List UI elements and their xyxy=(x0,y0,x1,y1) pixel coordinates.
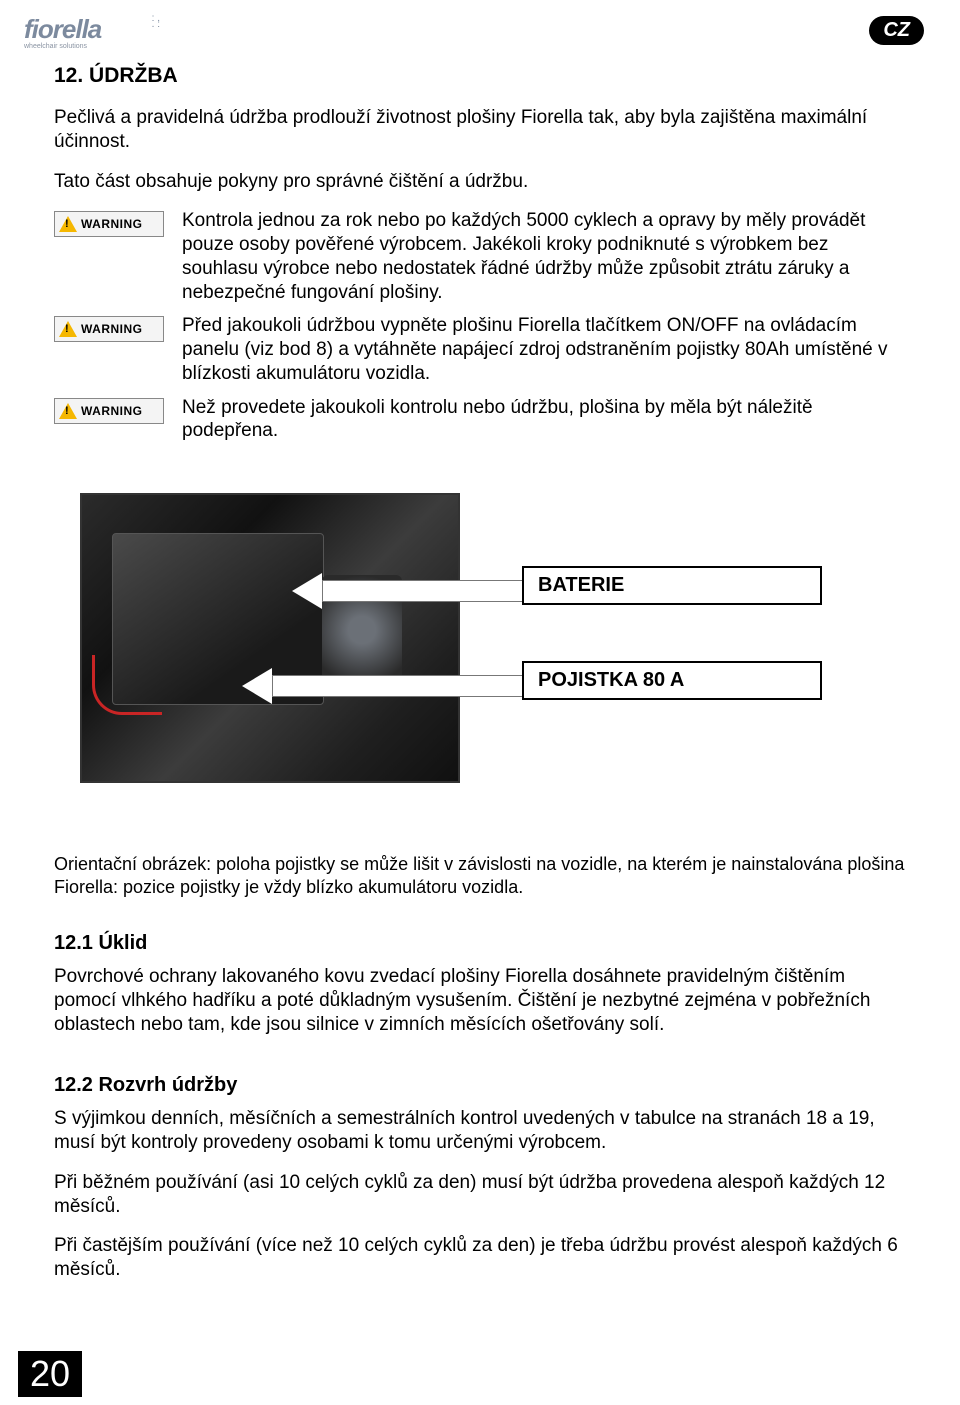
warning-triangle-icon xyxy=(59,321,77,337)
warning-triangle-icon xyxy=(59,403,77,419)
intro-paragraph-2: Tato část obsahuje pokyny pro správné či… xyxy=(54,170,906,194)
brand-tagline: wheelchair solutions xyxy=(24,43,154,50)
red-cable-icon xyxy=(92,655,162,715)
callout-battery: BATERIE xyxy=(522,566,822,605)
warning-text-2: Před jakoukoli údržbou vypněte plošinu F… xyxy=(182,314,906,385)
engine-photo xyxy=(80,493,460,783)
warning-label: WARNING xyxy=(81,217,143,231)
figure-caption: Orientační obrázek: poloha pojistky se m… xyxy=(54,853,906,898)
intro-paragraph-1: Pečlivá a pravidelná údržba prodlouží ži… xyxy=(54,106,906,154)
language-badge: CZ xyxy=(869,16,924,45)
page-number: 20 xyxy=(18,1351,82,1397)
arrow-battery-icon xyxy=(294,573,552,609)
page-header: fiorella : .. : wheelchair solutions CZ xyxy=(0,0,960,46)
warning-row-2: WARNING Před jakoukoli údržbou vypněte p… xyxy=(54,314,906,385)
warning-badge: WARNING xyxy=(54,398,164,424)
section-title: 12. ÚDRŽBA xyxy=(54,64,906,88)
page-content: 12. ÚDRŽBA Pečlivá a pravidelná údržba p… xyxy=(0,46,960,1282)
warning-text-3: Než provedete jakoukoli kontrolu nebo úd… xyxy=(182,396,906,444)
logo-dots-icon: : .. : xyxy=(152,16,160,28)
subsection-12-2-text-c: Při častějším používání (více než 10 cel… xyxy=(54,1234,906,1282)
warning-badge: WARNING xyxy=(54,211,164,237)
subsection-12-2-text-b: Při běžném používání (asi 10 celých cykl… xyxy=(54,1171,906,1219)
warning-triangle-icon xyxy=(59,216,77,232)
warning-text-1: Kontrola jednou za rok nebo po každých 5… xyxy=(182,209,906,304)
subsection-12-1-title: 12.1 Úklid xyxy=(54,932,906,955)
subsection-12-2-text-a: S výjimkou denních, měsíčních a semestrá… xyxy=(54,1107,906,1155)
warning-row-1: WARNING Kontrola jednou za rok nebo po k… xyxy=(54,209,906,304)
arrow-fuse-icon xyxy=(244,668,552,704)
warning-row-3: WARNING Než provedete jakoukoli kontrolu… xyxy=(54,396,906,444)
subsection-12-1-text: Povrchové ochrany lakovaného kovu zvedac… xyxy=(54,965,906,1036)
brand-logo: fiorella : .. : wheelchair solutions xyxy=(24,14,154,46)
engine-figure: BATERIE POJISTKA 80 A xyxy=(54,493,906,823)
warning-list: WARNING Kontrola jednou za rok nebo po k… xyxy=(54,209,906,443)
callout-fuse: POJISTKA 80 A xyxy=(522,661,822,700)
brand-name: fiorella xyxy=(24,14,101,44)
warning-label: WARNING xyxy=(81,322,143,336)
subsection-12-2-title: 12.2 Rozvrh údržby xyxy=(54,1074,906,1097)
warning-badge: WARNING xyxy=(54,316,164,342)
warning-label: WARNING xyxy=(81,404,143,418)
